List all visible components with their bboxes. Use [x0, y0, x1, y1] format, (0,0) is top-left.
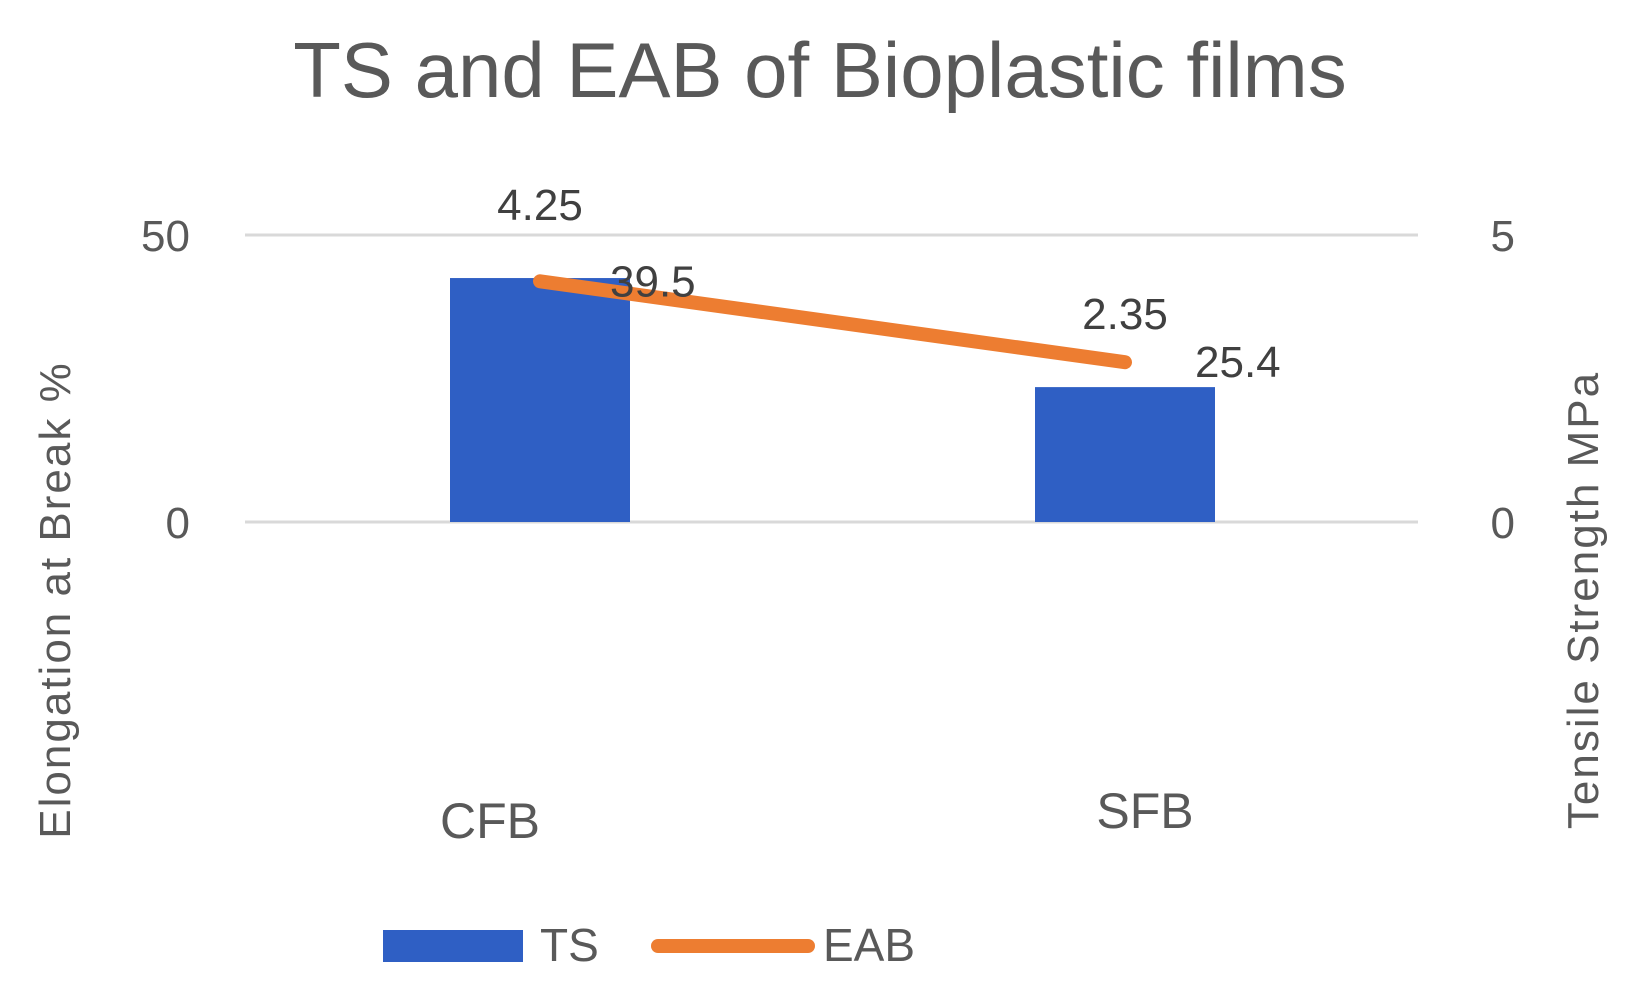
- gridlines: [245, 233, 1418, 524]
- category-label-cfb: CFB: [440, 793, 540, 849]
- eab-point-sfb: [1124, 361, 1126, 364]
- ts-data-label-sfb: 2.35: [1082, 290, 1168, 339]
- eab-line: [533, 274, 1132, 370]
- secondary-y-tick-0: 0: [1491, 499, 1515, 548]
- eab-data-label-cfb: 39.5: [610, 257, 696, 306]
- ts-bar-sfb: [1035, 387, 1215, 522]
- legend-label-eab: EAB: [823, 919, 915, 971]
- ts-data-label-cfb: 4.25: [497, 181, 583, 230]
- legend-swatch-ts: [383, 930, 523, 962]
- eab-point-cfb: [539, 280, 541, 283]
- primary-y-axis-title: Elongation at Break %: [31, 361, 80, 838]
- legend: TS EAB: [383, 919, 915, 971]
- secondary-y-axis-title: Tensile Strength MPa: [1559, 371, 1608, 829]
- ts-bars: [450, 278, 1215, 522]
- primary-y-tick-50: 50: [141, 212, 190, 261]
- axes: 0 50 0 5 CFB SFB: [141, 212, 1515, 849]
- eab-data-label-sfb: 25.4: [1195, 338, 1281, 387]
- eab-line-layer: [533, 274, 1132, 370]
- data-labels: 4.25 2.35 39.5 25.4: [497, 181, 1280, 387]
- secondary-y-tick-5: 5: [1491, 212, 1515, 261]
- ts-bar-cfb: [450, 278, 630, 522]
- category-label-sfb: SFB: [1096, 783, 1193, 839]
- primary-y-tick-0: 0: [166, 499, 190, 548]
- chart-title: TS and EAB of Bioplastic films: [293, 26, 1346, 114]
- legend-label-ts: TS: [540, 919, 599, 971]
